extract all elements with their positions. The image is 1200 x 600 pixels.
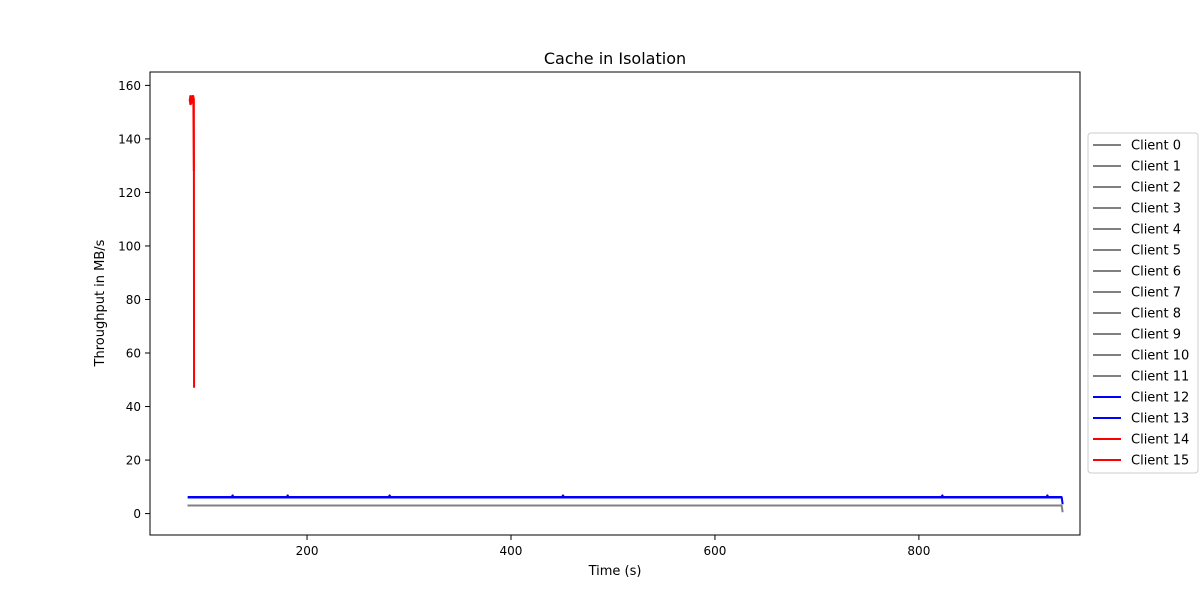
legend-label: Client 2 [1131,181,1181,196]
legend-box [1087,132,1199,474]
legend-label: Client 6 [1131,265,1181,280]
legend-label: Client 3 [1131,202,1181,217]
y-tick-label: 0 [133,507,141,521]
x-tick-label: 600 [703,544,726,558]
legend-label: Client 8 [1131,307,1181,322]
legend-label: Client 12 [1131,391,1189,406]
y-tick-label: 100 [118,239,141,253]
legend-label: Client 9 [1131,328,1181,343]
legend-label: Client 1 [1131,160,1181,175]
legend-label: Client 14 [1131,433,1189,448]
x-axis: 200 400 600 800 [296,535,930,558]
x-tick-label: 800 [907,544,930,558]
legend-label: Client 0 [1131,139,1181,154]
plot-frame [149,71,1081,536]
y-tick-label: 40 [126,400,141,414]
series-line-client-15 [188,95,195,172]
y-tick-label: 140 [118,132,141,146]
y-axis: 0 20 40 60 80 100 120 140 160 [118,79,150,521]
y-tick-label: 160 [118,79,141,93]
legend-label: Client 5 [1131,244,1181,259]
y-tick-label: 120 [118,186,141,200]
y-tick-label: 20 [126,454,141,468]
series-line-client-0 [187,504,1064,513]
legend: Client 0 Client 1 Client 2 Client 3 Client 4… [1087,132,1199,474]
legend-label: Client 13 [1131,412,1189,427]
legend-label: Client 4 [1131,223,1181,238]
x-tick-label: 200 [296,544,319,558]
chart-title: Cache in Isolation [544,49,686,68]
legend-label: Client 11 [1131,370,1189,385]
x-tick-label: 400 [500,544,523,558]
legend-label: Client 15 [1131,454,1189,469]
x-axis-label: Time (s) [588,564,642,579]
plot-area [187,95,1064,513]
legend-label: Client 10 [1131,349,1189,364]
legend-label: Client 7 [1131,286,1181,301]
y-axis-label: Throughput in MB/s [93,239,108,367]
y-tick-label: 80 [126,293,141,307]
y-tick-label: 60 [126,347,141,361]
